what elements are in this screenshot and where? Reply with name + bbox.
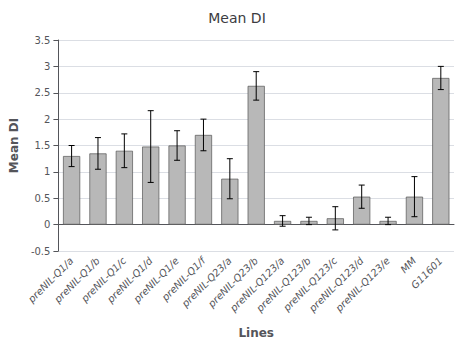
svg-text:G11601: G11601 xyxy=(409,255,445,291)
svg-text:0: 0 xyxy=(44,219,50,230)
svg-text:preNIL-Q23/b: preNIL-Q23/b xyxy=(205,255,261,310)
svg-text:3: 3 xyxy=(44,61,50,72)
svg-text:1: 1 xyxy=(44,166,50,177)
svg-text:Lines: Lines xyxy=(238,326,274,340)
svg-text:Mean DI: Mean DI xyxy=(208,10,266,26)
svg-text:preNIL-Q123/b: preNIL-Q123/b xyxy=(254,255,313,314)
svg-text:1.5: 1.5 xyxy=(35,140,51,151)
svg-text:preNIL-Q1/e: preNIL-Q1/e xyxy=(131,255,181,305)
svg-text:Mean DI: Mean DI xyxy=(7,118,21,173)
svg-text:preNIL-Q123/d: preNIL-Q123/d xyxy=(306,255,366,314)
svg-text:preNIL-Q1/b: preNIL-Q1/b xyxy=(52,255,102,305)
svg-text:2: 2 xyxy=(44,114,50,125)
svg-text:MM: MM xyxy=(398,255,418,275)
svg-text:3.5: 3.5 xyxy=(35,35,51,46)
svg-text:preNIL-Q23/a: preNIL-Q23/a xyxy=(179,255,234,310)
svg-text:preNIL-Q123/e: preNIL-Q123/e xyxy=(333,255,392,314)
svg-text:2.5: 2.5 xyxy=(35,87,51,98)
svg-text:preNIL-Q1/f: preNIL-Q1/f xyxy=(159,255,208,303)
svg-text:preNIL-Q1/d: preNIL-Q1/d xyxy=(104,255,155,305)
svg-text:preNIL-Q1/a: preNIL-Q1/a xyxy=(25,255,76,305)
svg-text:preNIL-Q123/c: preNIL-Q123/c xyxy=(281,255,340,314)
svg-text:preNIL-Q123/a: preNIL-Q123/a xyxy=(227,255,287,314)
svg-text:0.5: 0.5 xyxy=(35,193,51,204)
svg-text:-0.5: -0.5 xyxy=(31,246,51,257)
svg-text:preNIL-Q1/c: preNIL-Q1/c xyxy=(79,255,129,305)
